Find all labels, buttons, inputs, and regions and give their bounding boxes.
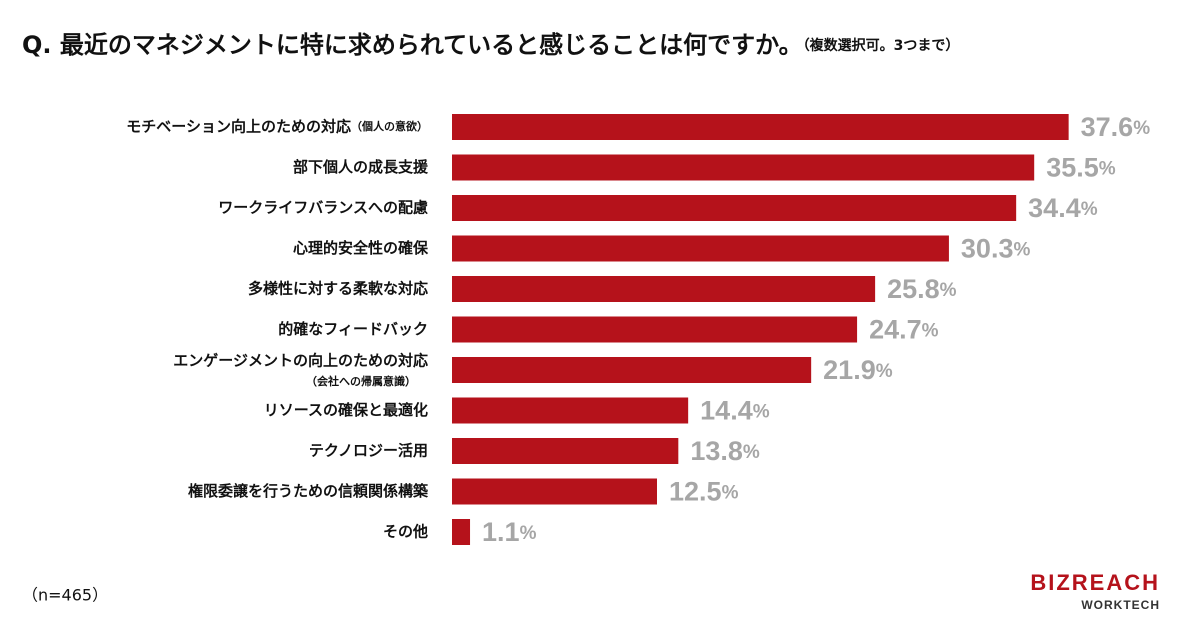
bar bbox=[452, 357, 812, 383]
chart-title: Q. 最近のマネジメントに特に求められていると感じることは何ですか。（複数選択可… bbox=[22, 31, 959, 59]
bar bbox=[452, 154, 1035, 181]
bar bbox=[452, 519, 471, 545]
y-tick-label: 多様性に対する柔軟な対応 bbox=[248, 280, 428, 298]
y-tick-label: モチベーション向上のための対応 bbox=[126, 118, 351, 136]
value-label: 37.6% bbox=[1081, 112, 1151, 142]
title: Q. 最近のマネジメントに特に求められていると感じることは何ですか。 bbox=[22, 31, 803, 59]
bar bbox=[452, 114, 1069, 140]
bar bbox=[452, 397, 689, 424]
bar bbox=[452, 438, 679, 464]
value-label: 21.9% bbox=[823, 355, 893, 385]
y-tick-label: リソースの確保と最適化 bbox=[264, 401, 428, 419]
bar bbox=[452, 316, 858, 343]
value-label: 34.4% bbox=[1028, 193, 1098, 223]
value-label: 24.7% bbox=[869, 315, 939, 345]
value-label: 30.3% bbox=[961, 234, 1031, 264]
y-tick-note: （個人の意欲） bbox=[351, 119, 428, 133]
y-tick-label: 的確なフィードバック bbox=[278, 320, 428, 338]
sample-note: （n=465） bbox=[22, 586, 108, 605]
subtitle: （複数選択可。3つまで） bbox=[803, 37, 960, 54]
value-label: 1.1% bbox=[482, 517, 537, 547]
bar bbox=[452, 195, 1017, 221]
value-label: 35.5% bbox=[1046, 153, 1116, 183]
value-label: 25.8% bbox=[887, 274, 957, 304]
bar bbox=[452, 478, 657, 505]
y-tick-label: ワークライフバランスへの配慮 bbox=[218, 199, 428, 217]
value-label: 14.4% bbox=[700, 396, 770, 426]
y-tick-label: 権限委譲を行うための信頼関係構築 bbox=[188, 482, 429, 500]
y-tick-label: 部下個人の成長支援 bbox=[293, 158, 429, 176]
value-label: 13.8% bbox=[690, 436, 760, 466]
bar bbox=[452, 276, 876, 302]
bar bbox=[452, 235, 949, 262]
y-tick-label: テクノロジー活用 bbox=[309, 442, 428, 460]
logo-sub: WORKTECH bbox=[1081, 598, 1160, 612]
y-tick-note: （会社への帰属意識） bbox=[306, 374, 416, 388]
y-tick-label: 心理的安全性の確保 bbox=[293, 239, 429, 257]
y-tick-label: エンゲージメントの向上のための対応 bbox=[173, 352, 428, 370]
value-label: 12.5% bbox=[669, 477, 739, 507]
y-tick-label: その他 bbox=[383, 523, 428, 541]
logo-name: BIZREACH bbox=[1030, 570, 1160, 595]
